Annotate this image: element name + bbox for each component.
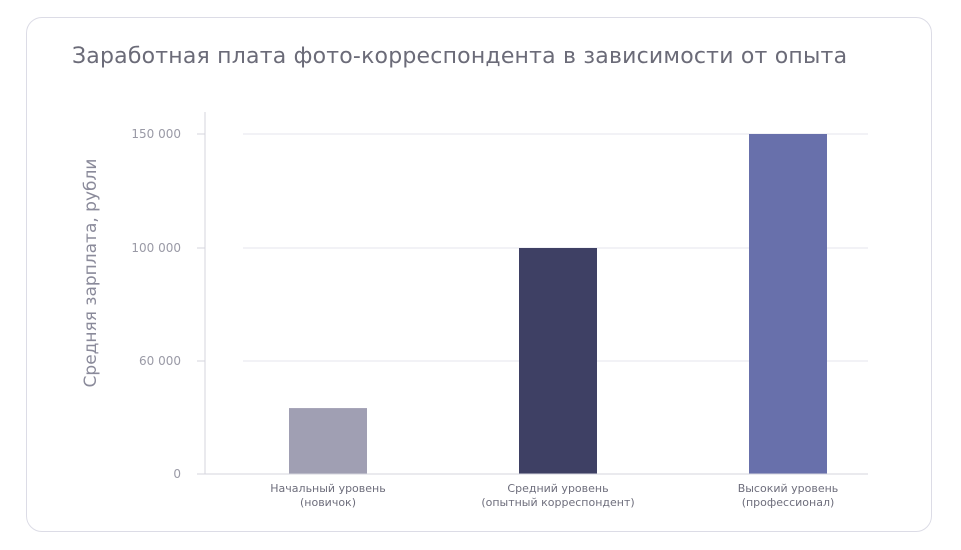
x-tick-label: Высокий уровень	[738, 482, 839, 495]
x-tick-label: (новичок)	[300, 496, 356, 509]
y-axis-ticks: 0 60 000 100 000 150 000	[131, 127, 205, 481]
bar	[519, 248, 597, 474]
y-tick-label: 100 000	[131, 241, 181, 255]
chart-title: Заработная плата фото-корреспондента в з…	[72, 44, 848, 69]
x-tick-label: (опытный корреспондент)	[481, 496, 634, 509]
y-tick-label: 150 000	[131, 127, 181, 141]
x-axis-labels: Начальный уровень(новичок) Средний уровен…	[270, 482, 838, 509]
x-tick-label: (профессионал)	[742, 496, 835, 509]
bar	[749, 134, 827, 474]
x-tick-label: Начальный уровень	[270, 482, 385, 495]
bar	[289, 408, 367, 474]
x-tick-label: Средний уровень	[507, 482, 608, 495]
y-tick-label: 0	[173, 467, 181, 481]
bars	[289, 134, 827, 474]
y-tick-label: 60 000	[139, 354, 181, 368]
